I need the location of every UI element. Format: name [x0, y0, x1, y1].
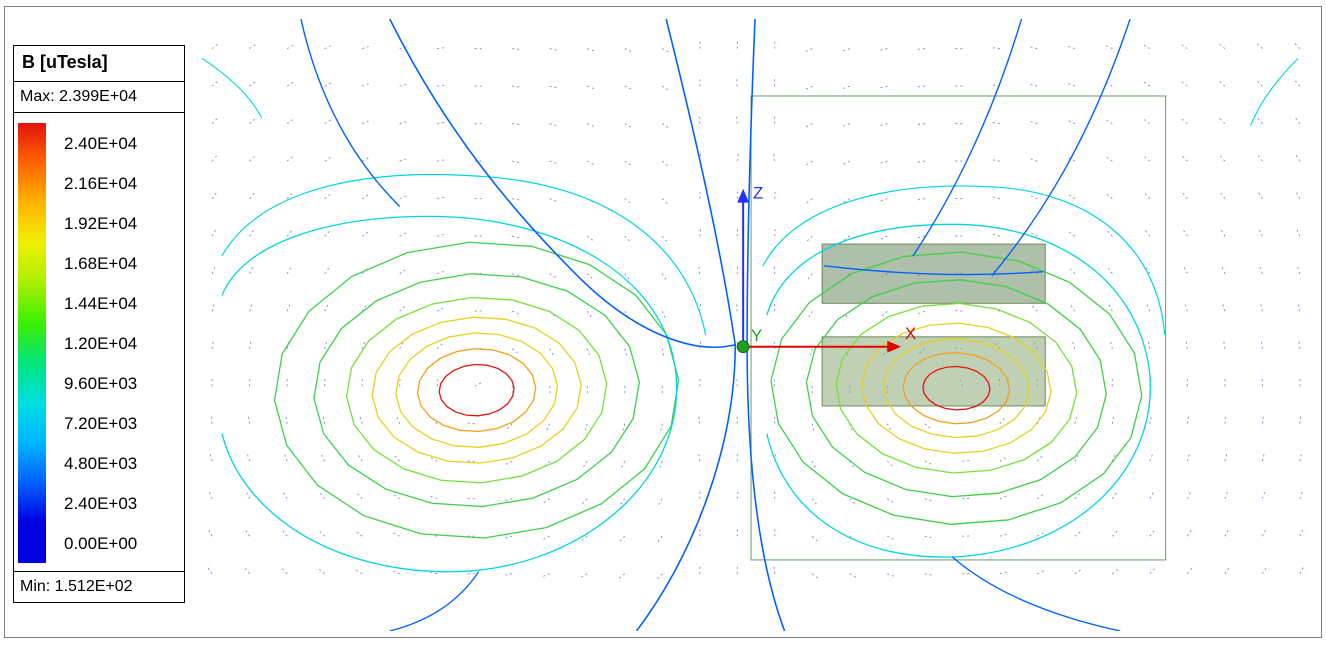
legend-swatch: [18, 283, 46, 323]
svg-text:Z: Z: [753, 184, 763, 203]
svg-text:X: X: [905, 324, 916, 343]
legend-swatch: [18, 363, 46, 403]
legend-value: 0.00E+00: [64, 535, 137, 552]
geometry: [751, 96, 1166, 560]
legend-value: 7.20E+03: [64, 415, 137, 432]
plot-svg: Z X Y: [195, 19, 1315, 631]
legend-value: 2.16E+04: [64, 175, 137, 192]
legend-swatch: [18, 123, 46, 163]
color-legend: B [uTesla] Max: 2.399E+04 2.40E+04 2.16E+…: [13, 45, 185, 603]
legend-value: 4.80E+03: [64, 455, 137, 472]
viewport-frame: B [uTesla] Max: 2.399E+04 2.40E+04 2.16E+…: [4, 6, 1322, 638]
legend-row: 2.16E+04: [18, 163, 178, 203]
legend-swatch: [18, 483, 46, 523]
legend-value: 1.20E+04: [64, 335, 137, 352]
legend-swatch: [18, 443, 46, 483]
legend-row: 0.00E+00: [18, 523, 178, 563]
legend-swatch: [18, 203, 46, 243]
legend-value: 1.44E+04: [64, 295, 137, 312]
legend-swatch: [18, 403, 46, 443]
legend-row: 1.68E+04: [18, 243, 178, 283]
field-plot[interactable]: Z X Y: [195, 19, 1315, 631]
legend-value: 2.40E+03: [64, 495, 137, 512]
legend-swatch: [18, 243, 46, 283]
legend-swatch: [18, 523, 46, 563]
legend-row: 2.40E+04: [18, 123, 178, 163]
legend-value: 1.92E+04: [64, 215, 137, 232]
contour-lines: [202, 19, 1298, 631]
legend-value: 2.40E+04: [64, 135, 137, 152]
legend-row: 4.80E+03: [18, 443, 178, 483]
legend-row: 7.20E+03: [18, 403, 178, 443]
legend-swatch: [18, 163, 46, 203]
legend-row: 1.44E+04: [18, 283, 178, 323]
legend-row: 1.20E+04: [18, 323, 178, 363]
legend-row: 9.60E+03: [18, 363, 178, 403]
legend-row: 1.92E+04: [18, 203, 178, 243]
legend-row: 2.40E+03: [18, 483, 178, 523]
legend-min: Min: 1.512E+02: [14, 571, 184, 602]
svg-text:Y: Y: [751, 326, 762, 345]
legend-value: 1.68E+04: [64, 255, 137, 272]
legend-title: B [uTesla]: [14, 46, 184, 82]
legend-max: Max: 2.399E+04: [14, 82, 184, 113]
legend-swatch: [18, 323, 46, 363]
legend-value: 9.60E+03: [64, 375, 137, 392]
legend-scale: 2.40E+04 2.16E+04 1.92E+04 1.68E+04 1.44E+04…: [14, 113, 184, 571]
